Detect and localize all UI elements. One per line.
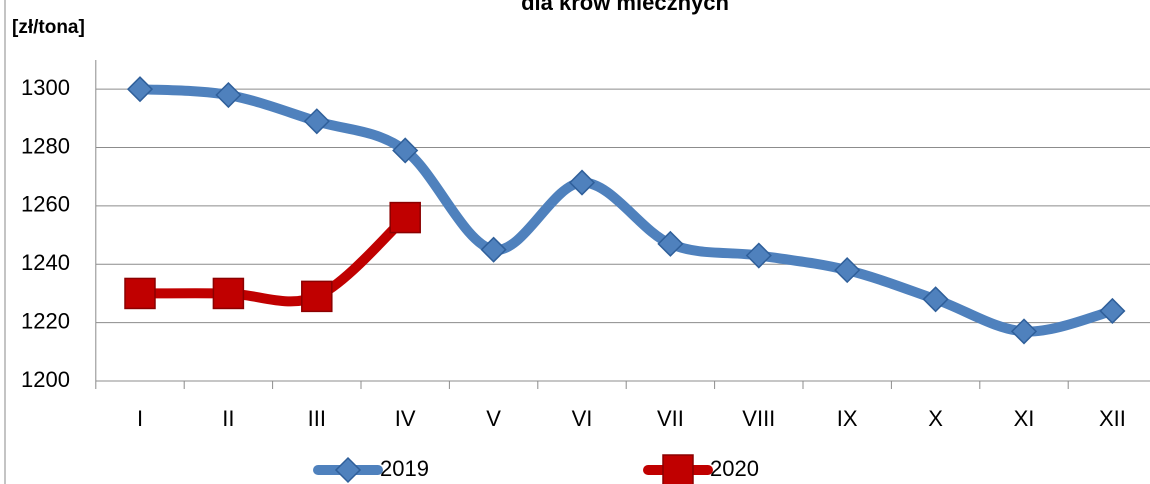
x-tick-label: VII (657, 406, 684, 431)
y-tick-label: 1240 (21, 250, 70, 275)
y-tick-label: 1280 (21, 133, 70, 158)
marker (215, 81, 242, 109)
x-tick-label: VIII (742, 406, 775, 431)
marker (834, 257, 861, 284)
marker (389, 201, 421, 234)
marker (301, 280, 333, 313)
marker (392, 137, 419, 164)
x-tick-label: IX (837, 406, 858, 431)
x-tick-label: XI (1014, 406, 1035, 431)
x-tick-label: II (222, 406, 234, 431)
x-tick-label: XII (1099, 406, 1126, 431)
marker (662, 454, 694, 484)
marker (1010, 318, 1038, 345)
marker (657, 230, 684, 257)
marker (922, 286, 949, 313)
marker (124, 277, 156, 310)
x-tick-label: VI (572, 406, 593, 431)
marker (1099, 297, 1126, 325)
marker (303, 108, 330, 135)
series-line (135, 84, 1118, 337)
legend-label: 2020 (710, 456, 759, 481)
marker (212, 277, 245, 310)
x-tick-label: IV (395, 406, 416, 431)
y-tick-label: 1300 (21, 75, 70, 100)
x-tick-label: X (928, 406, 943, 431)
marker (480, 236, 507, 263)
marker (126, 76, 154, 103)
marker (745, 242, 772, 269)
marker (334, 456, 362, 484)
x-tick-label: I (137, 406, 143, 431)
x-tick-label: III (308, 406, 326, 431)
chart-title: dla krów mlecznych (521, 0, 729, 15)
legend-label: 2019 (380, 456, 429, 481)
x-tick-label: V (486, 406, 501, 431)
y-tick-label: 1220 (21, 308, 70, 333)
y-tick-label: 1200 (21, 367, 70, 392)
y-axis-label: [zł/tona] (12, 17, 85, 38)
y-tick-label: 1260 (21, 192, 70, 217)
marker (568, 169, 596, 196)
series-line (135, 212, 411, 307)
